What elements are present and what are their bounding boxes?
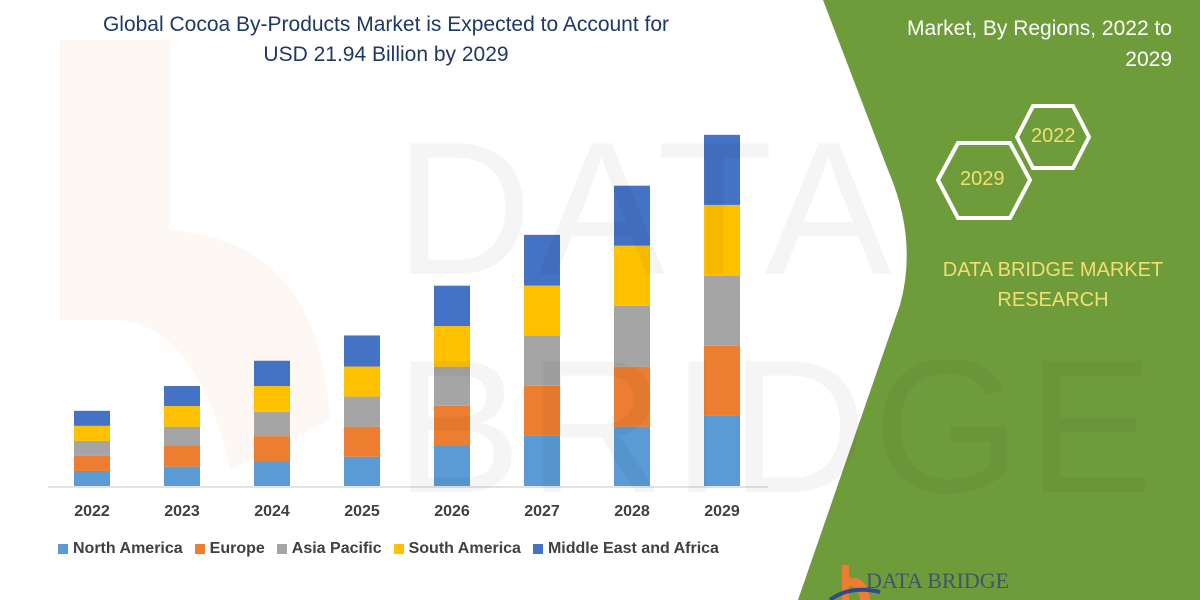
bar-segment-2025-asia-pacific (344, 396, 380, 427)
legend-item: South America (393, 540, 521, 558)
bar-segment-2023-europe (164, 446, 200, 467)
chart-title: Global Cocoa By-Products Market is Expec… (40, 10, 732, 70)
bar-segment-2027-europe (524, 385, 560, 436)
legend-item: Europe (194, 540, 265, 558)
legend-swatch (532, 544, 543, 554)
legend-label: Asia Pacific (291, 540, 382, 557)
bar-segment-2023-north-america (164, 466, 200, 486)
legend-swatch (393, 544, 404, 554)
x-tick-label: 2023 (164, 503, 200, 520)
bar-segment-2022-europe (74, 455, 110, 471)
hex-2029-label: 2029 (960, 168, 1005, 190)
bar-segment-2025-middle-east-and-africa (344, 335, 380, 367)
logo-text: DATA BRIDGE (866, 568, 1010, 593)
x-tick-label: 2026 (434, 503, 470, 520)
bar-segment-2025-north-america (344, 456, 380, 486)
bar-segment-2029-asia-pacific (704, 275, 740, 346)
brand-line2: RESEARCH (997, 289, 1109, 311)
x-tick-label: 2025 (344, 503, 380, 520)
x-tick-label: 2027 (524, 503, 560, 520)
bar-segment-2022-north-america (74, 470, 110, 486)
bar-segment-2028-europe (614, 366, 650, 427)
bars (74, 134, 740, 486)
bar-segment-2025-south-america (344, 366, 380, 397)
side-panel-title: Market, By Regions, 2022 to 2029 (812, 0, 1172, 75)
bar-segment-2026-north-america (434, 446, 470, 486)
bar-segment-2023-asia-pacific (164, 426, 200, 447)
bar-segment-2028-middle-east-and-africa (614, 185, 650, 246)
legend-swatch (194, 544, 205, 554)
bar-segment-2026-middle-east-and-africa (434, 285, 470, 327)
green-panel (798, 0, 1200, 600)
logo-icon (828, 565, 881, 600)
legend-label: Europe (209, 540, 265, 557)
chart-title-line1: Global Cocoa By-Products Market is Expec… (102, 13, 670, 36)
brand-text: DATA BRIDGE MARKET RESEARCH (920, 255, 1186, 315)
x-tick-label: 2029 (704, 503, 740, 520)
bar-segment-2027-asia-pacific (524, 335, 560, 386)
hex-2022-label: 2022 (1031, 125, 1076, 147)
chart-title-line2: USD 21.94 Billion by 2029 (263, 43, 509, 66)
bar-segment-2028-asia-pacific (614, 305, 650, 367)
hexagon-2029 (935, 141, 1033, 220)
legend-label: South America (408, 540, 521, 557)
legend-label: Middle East and Africa (547, 540, 719, 557)
bar-segment-2026-asia-pacific (434, 366, 470, 406)
bar-segment-2025-europe (344, 426, 380, 457)
x-tick-label: 2022 (74, 503, 110, 520)
bar-segment-2022-asia-pacific (74, 440, 110, 456)
bar-segment-2026-europe (434, 405, 470, 447)
bar-segment-2027-south-america (524, 285, 560, 336)
bar-segment-2028-south-america (614, 245, 650, 306)
bar-segment-2023-south-america (164, 406, 200, 427)
legend-swatch (58, 544, 68, 554)
bar-segment-2029-north-america (704, 415, 740, 486)
legend: North America Europe Asia Pacific South Ame… (58, 540, 719, 558)
bar-segment-2027-north-america (524, 435, 560, 486)
x-tick-label: 2024 (254, 503, 290, 520)
legend-swatch (276, 544, 287, 554)
x-tick-label: 2028 (614, 503, 650, 520)
bar-segment-2022-south-america (74, 425, 110, 441)
bar-segment-2024-south-america (254, 386, 290, 412)
hexagon-2022 (1014, 104, 1092, 170)
bar-segment-2024-north-america (254, 461, 290, 486)
bar-segment-2027-middle-east-and-africa (524, 234, 560, 286)
bar-segment-2024-asia-pacific (254, 411, 290, 437)
bar-segment-2023-middle-east-and-africa (164, 386, 200, 407)
legend-label: North America (73, 540, 183, 557)
bar-segment-2029-europe (704, 345, 740, 416)
watermark-text: DATA BRIDGE (395, 100, 1200, 536)
bar-segment-2022-middle-east-and-africa (74, 410, 110, 426)
bar-segment-2028-north-america (614, 426, 650, 486)
legend-item: Asia Pacific (276, 540, 382, 558)
legend-item: North America (58, 540, 183, 558)
bar-segment-2029-middle-east-and-africa (704, 134, 740, 205)
bar-segment-2024-europe (254, 436, 290, 462)
side-title-line2: 2029 (1125, 48, 1172, 71)
brand-line1: DATA BRIDGE MARKET (942, 259, 1164, 281)
bar-segment-2029-south-america (704, 204, 740, 276)
bar-segment-2024-middle-east-and-africa (254, 360, 290, 387)
bar-segment-2026-south-america (434, 326, 470, 367)
legend-item: Middle East and Africa (532, 540, 719, 558)
side-title-line1: Market, By Regions, 2022 to (907, 17, 1172, 40)
